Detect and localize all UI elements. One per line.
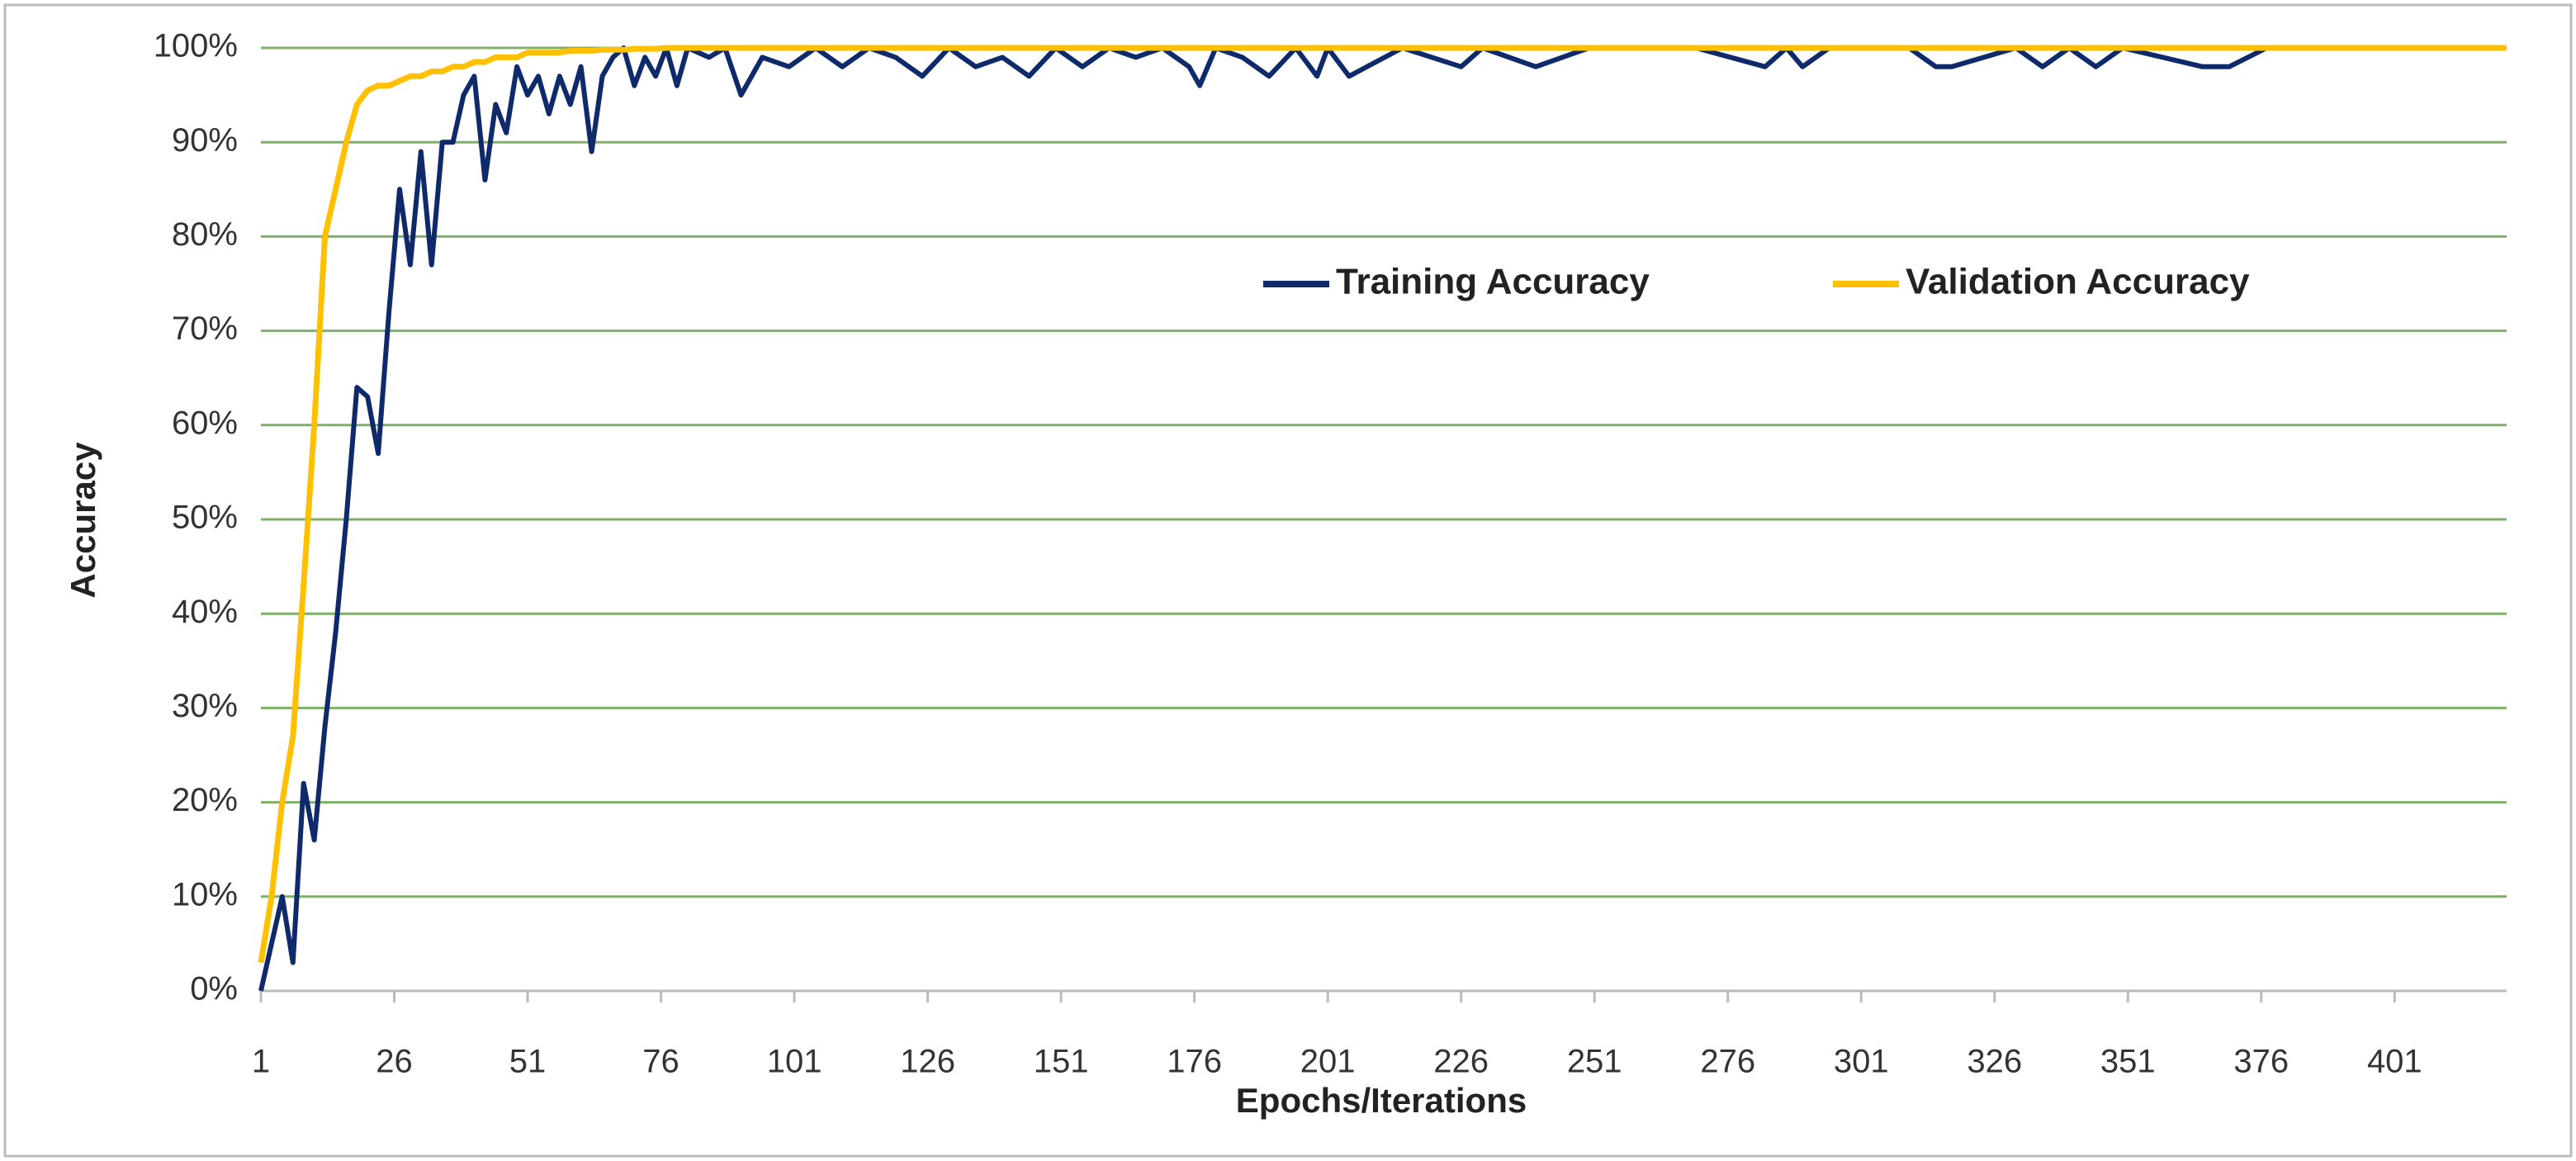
x-tick-label: 51 — [509, 1044, 547, 1080]
y-axis-title: Accuracy — [64, 442, 102, 599]
y-tick-label: 20% — [172, 782, 238, 818]
x-tick-label: 76 — [642, 1044, 680, 1080]
y-tick-label: 80% — [172, 216, 238, 253]
y-tick-label: 30% — [172, 688, 238, 724]
x-tick-label: 176 — [1167, 1044, 1222, 1080]
x-tick-label: 301 — [1834, 1044, 1889, 1080]
x-tick-label: 376 — [2233, 1044, 2289, 1080]
x-tick-label: 276 — [1700, 1044, 1755, 1080]
x-tick-label: 126 — [900, 1044, 955, 1080]
x-tick-label: 401 — [2367, 1044, 2422, 1080]
x-tick-label: 251 — [1567, 1044, 1622, 1080]
x-tick-label: 326 — [1967, 1044, 2022, 1080]
legend-text: Training Accuracy — [1336, 262, 1650, 302]
x-tick-label: 226 — [1433, 1044, 1489, 1080]
x-tick-label: 351 — [2100, 1044, 2156, 1080]
x-tick-label: 26 — [376, 1044, 413, 1080]
y-tick-label: 0% — [190, 971, 238, 1007]
y-tick-label: 10% — [172, 876, 238, 912]
x-tick-label: 201 — [1300, 1044, 1356, 1080]
legend-text: Validation Accuracy — [1906, 262, 2250, 302]
x-tick-label: 151 — [1034, 1044, 1089, 1080]
y-tick-label: 60% — [172, 405, 238, 441]
chart-frame — [3, 3, 2573, 1158]
y-tick-label: 90% — [172, 122, 238, 159]
y-tick-label: 100% — [154, 28, 238, 64]
y-tick-label: 50% — [172, 500, 238, 536]
x-tick-label: 1 — [252, 1044, 270, 1080]
y-tick-label: 40% — [172, 594, 238, 630]
data-line — [258, 45, 2507, 964]
x-tick-label: 101 — [767, 1044, 822, 1080]
y-tick-label: 70% — [172, 310, 238, 347]
x-axis-title: Epochs/Iterations — [1236, 1081, 1527, 1120]
